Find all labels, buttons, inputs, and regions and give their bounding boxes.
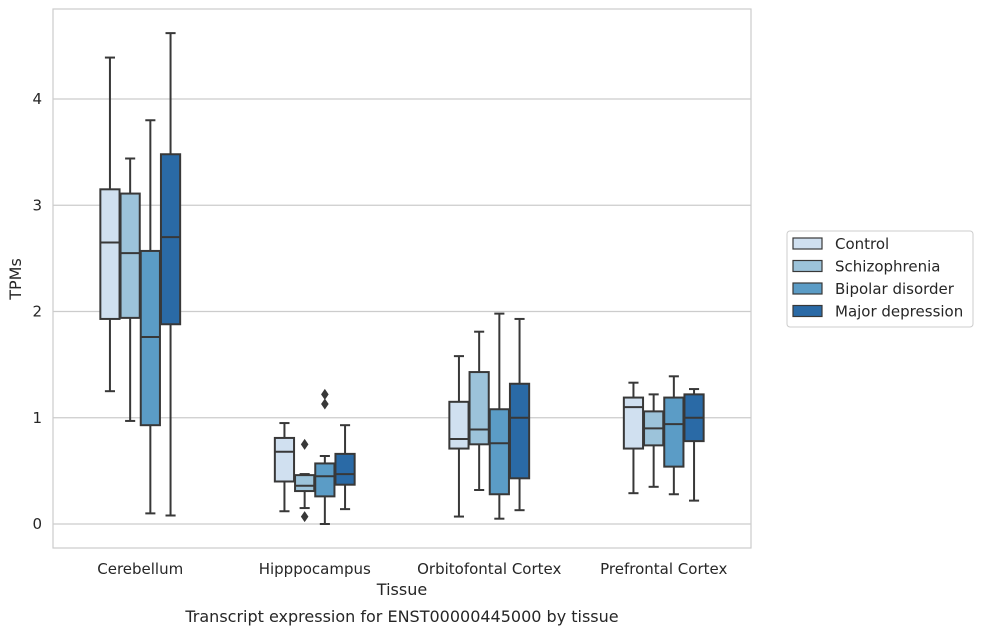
legend-label: Major depression [835,303,963,321]
box-iqr [314,462,336,498]
x-axis-ticks: Cerebellum Hipppocampus Orbitofontal Corte… [97,560,727,578]
box-iqr [159,153,182,326]
box-iqr [273,436,296,483]
box-iqr [294,474,316,493]
legend-swatch [792,304,823,318]
legend-label: Schizophrenia [835,258,940,276]
outlier-point [321,398,329,410]
outlier-point [300,511,309,523]
box-groups [99,32,705,525]
box-iqr [468,371,490,446]
box-group [448,312,531,520]
x-axis-label: Tissue [376,580,427,599]
box-iqr [488,408,510,496]
legend-swatch [792,259,823,273]
plot-area-frame [52,8,752,549]
outlier-point [300,438,309,450]
y-axis-ticks: 0 1 2 3 4 [32,90,42,533]
box-group [622,375,705,502]
outlier-point [321,388,329,400]
y-tick-label: 2 [32,303,42,321]
y-axis-label: TPMs [6,258,25,301]
legend-label: Control [835,235,889,253]
y-tick-label: 3 [32,196,42,214]
box-iqr [508,382,531,480]
box-group [99,32,182,517]
x-tick-label: Cerebellum [97,560,183,578]
legend-label: Bipolar disorder [835,280,955,298]
y-tick-label: 0 [32,515,42,533]
box-iqr [334,452,356,486]
legend-frame [786,230,974,328]
chart-caption: Transcript expression for ENST0000044500… [184,607,618,626]
legend-swatch [792,282,823,295]
box-group [273,388,356,525]
box-iqr [622,396,645,450]
box-iqr [119,192,141,319]
box-iqr [99,188,121,320]
box-iqr [139,249,161,427]
x-tick-label: Prefrontal Cortex [600,560,727,578]
x-tick-label: Orbitofontal Cortex [417,560,561,578]
legend: Control Schizophrenia Bipolar disorder Majo… [786,230,974,328]
y-tick-label: 4 [32,90,42,108]
box-iqr [448,400,470,450]
x-tick-label: Hipppocampus [259,560,371,578]
y-tick-label: 1 [32,409,42,427]
box-iqr [663,396,685,468]
legend-swatch [792,237,823,250]
